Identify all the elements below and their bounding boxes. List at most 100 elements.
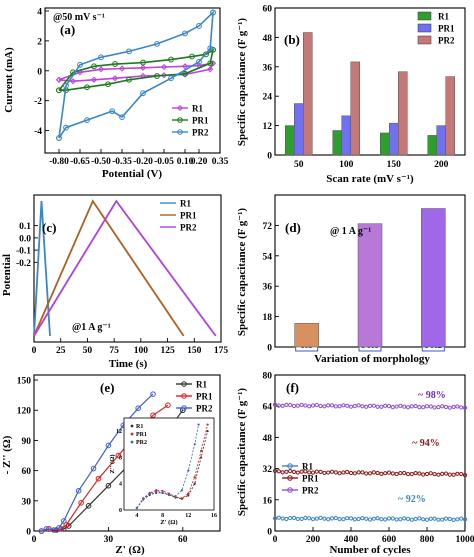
panel-f-point-PR2 <box>409 404 414 409</box>
panel-a-xtick-label: -0.65 <box>70 157 90 167</box>
panel-a-point-PR1 <box>56 87 62 94</box>
panel-e-point-PR2 <box>75 487 82 494</box>
panel-f-point-PR2 <box>303 403 308 408</box>
panel-a-point-PR2 <box>154 40 160 47</box>
panel-f-point-PR2 <box>398 403 403 408</box>
panel-b-bar-PR2 <box>303 32 313 156</box>
panel-f-legend-label: PR1 <box>302 474 319 484</box>
panel-f-point-R1 <box>455 517 460 522</box>
panel-f-point-PR2 <box>386 404 392 409</box>
panel-c-ytick-label: 0.1 <box>19 222 31 232</box>
panel-e-inset-point-PR2 <box>148 492 151 495</box>
panel-f-point-R1 <box>345 516 350 521</box>
panel-f-point-PR1 <box>409 471 414 477</box>
panel-f-point-PR1 <box>436 472 441 477</box>
panel-c-xtick-label: 175 <box>214 346 229 356</box>
panel-f-point-PR1 <box>367 471 373 476</box>
panel-f-point-R1 <box>413 516 418 522</box>
panel-f-point-PR1 <box>318 469 323 474</box>
panel-f-point-PR1 <box>390 471 395 476</box>
panel-f-point-PR1 <box>322 470 327 475</box>
panel-f-point-PR1 <box>371 470 376 475</box>
panel-f-legend-marker <box>287 463 293 469</box>
panel-f-xtick-label: 600 <box>382 535 397 545</box>
panel-e-point-PR1 <box>115 452 122 459</box>
panel-e-point-PR2 <box>150 391 156 397</box>
panel-e-ylabel: - Z'' (Ω) <box>1 435 13 474</box>
panel-a-point-R1 <box>160 72 168 79</box>
panel-a-legend-marker <box>177 129 183 135</box>
panel-a-point-PR2 <box>182 30 188 37</box>
panel-d-bar-PR1 <box>357 223 383 348</box>
panel-a-point-PR2 <box>109 108 116 115</box>
panel-e-inset-point-PR2 <box>193 443 196 446</box>
panel-f-legend-marker <box>287 475 293 481</box>
panel-b-ytick-label: 12 <box>263 122 273 132</box>
panel-d-label: (d) <box>285 220 301 235</box>
panel-f-point-PR2 <box>280 403 285 408</box>
panel-f-point-R1 <box>443 516 449 521</box>
panel-e-inset-xtick-label: 12 <box>185 513 191 519</box>
panel-f-point-PR1 <box>326 470 331 475</box>
panel-f-point-PR2 <box>288 402 293 408</box>
panel-f-point-R1 <box>428 516 433 521</box>
panel-a-point-PR2 <box>84 117 90 124</box>
panel-a-xtick-label: -0.50 <box>91 157 111 167</box>
panel-c-xtick-label: 125 <box>160 346 175 356</box>
panel-f-point-PR2 <box>405 405 411 410</box>
panel-f-point-PR1 <box>424 471 430 477</box>
panel-e-inset-point-PR2 <box>142 497 145 500</box>
panel-f-point-R1 <box>307 516 312 521</box>
panel-a-point-PR2 <box>119 114 125 121</box>
panel-e-legend-label: R1 <box>196 380 207 390</box>
panel-e-inset-point-PR2 <box>180 489 183 492</box>
panel-f-point-PR1 <box>379 471 384 476</box>
panel-e-point-PR1 <box>63 522 70 528</box>
panel-f-ytick-label: 48 <box>263 434 273 444</box>
panel-f-ytick-label: 32 <box>263 465 273 475</box>
panel-f-point-PR2 <box>413 403 418 409</box>
panel-e-point-PR2 <box>38 528 45 534</box>
panel-f-point-R1 <box>272 516 278 521</box>
panel-e-point-PR2 <box>43 526 50 532</box>
panel-a-series-PR2-loop <box>58 10 214 139</box>
panel-f-point-R1 <box>288 515 293 521</box>
panel-f-point-R1 <box>451 517 456 523</box>
panel-f-legend-label: R1 <box>302 462 313 472</box>
panel-a: -0.80 -0.65 -0.50 -0.35 -0.20 -0.05 0.100.20 0.… <box>3 7 229 180</box>
panel-a-point-R1 <box>55 76 63 83</box>
panel-f-ylabel: Specific capacitance (F g⁻¹) <box>236 388 248 516</box>
panel-e-point-PR2 <box>60 518 67 524</box>
panel-f-point-PR1 <box>459 471 464 477</box>
panel-a-xtick-label: -0.05 <box>154 157 174 167</box>
panel-b-bar-PR2 <box>445 76 455 156</box>
panel-f-point-PR2 <box>375 404 380 409</box>
panel-f-point-PR2 <box>299 402 304 407</box>
panel-b-xtick-label: 50 <box>294 160 304 170</box>
panel-f-point-PR2 <box>272 402 278 407</box>
panel-a-point-PR1 <box>203 51 209 58</box>
panel-b-bar-PR1 <box>341 115 351 156</box>
panel-f-point-PR2 <box>276 403 281 408</box>
panel-e-point-PR2 <box>51 527 57 533</box>
panel-f-point-R1 <box>421 517 426 522</box>
panel-a-point-PR2 <box>207 45 214 52</box>
panel-f-point-PR1 <box>280 470 285 475</box>
panel-a-xtick-label: 0.35 <box>212 157 229 167</box>
panel-a-ytick-label: -2 <box>34 97 42 107</box>
panel-f-point-PR2 <box>333 404 338 409</box>
panel-f-xtick-label: 1000 <box>456 535 474 545</box>
panel-a-xtick-label: -0.35 <box>112 157 132 167</box>
panel-e-ytick-label: 150 <box>17 377 32 387</box>
panel-e-inset-ytick-label: 12 <box>116 429 122 435</box>
panel-f-point-R1 <box>337 516 342 522</box>
panel-b-legend-label: PR1 <box>438 24 455 34</box>
panel-f-point-PR1 <box>402 470 407 476</box>
panel-e-inset-xlabel: Z' (Ω) <box>160 519 177 526</box>
panel-a-point-PR2 <box>210 9 216 16</box>
panel-a-frame <box>44 7 221 154</box>
panel-f-point-R1 <box>280 516 285 521</box>
panel-f-point-R1 <box>284 516 289 522</box>
panel-e-inset-point-PR1 <box>187 492 190 495</box>
